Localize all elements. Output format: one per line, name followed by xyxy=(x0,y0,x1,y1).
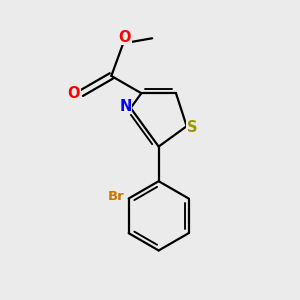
Text: Br: Br xyxy=(108,190,125,203)
Text: O: O xyxy=(119,30,131,45)
Text: S: S xyxy=(187,120,197,135)
Text: O: O xyxy=(68,86,80,101)
Text: N: N xyxy=(119,99,132,114)
